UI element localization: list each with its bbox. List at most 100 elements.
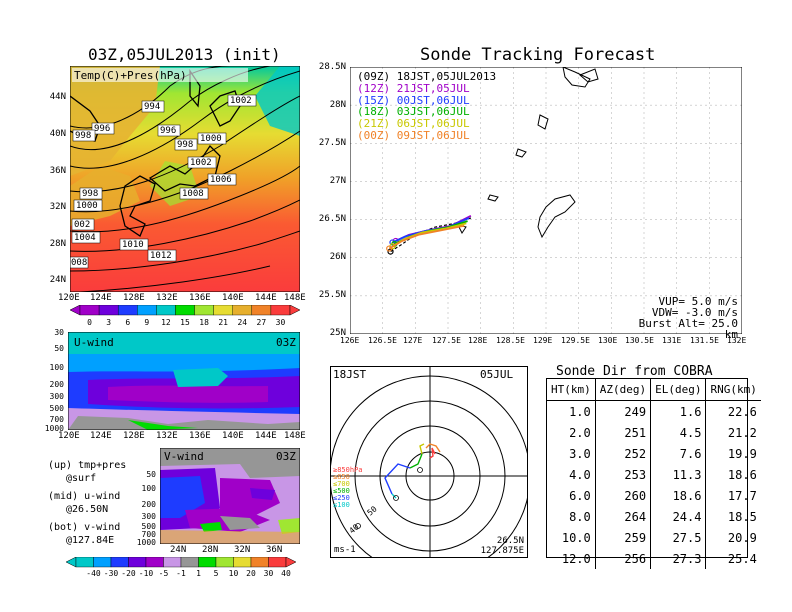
note-line: (mid) u-wind [48, 491, 121, 502]
track-legend-tag: (18Z) [357, 105, 391, 119]
table-row: 4.0 253 11.3 18.6 [547, 464, 761, 485]
track-lon-label: 128.5E [496, 336, 525, 345]
colorbar-arrow [289, 305, 300, 316]
track-legend-time: 18JST,05JUL2013 [396, 70, 497, 83]
uwind-lon-label: 140E [222, 431, 244, 441]
track-title: Sonde Tracking Forecast [420, 45, 656, 65]
cell-height: 3.0 [569, 446, 591, 461]
colorbar-swatch [175, 305, 195, 316]
cell-azimuth: 264 [594, 506, 651, 527]
uwind-level-label: 50 [54, 344, 64, 353]
table-header-row: HT(km) AZ(deg) EL(deg) RNG(km) [547, 379, 761, 401]
sonde-table-title: Sonde Dir from COBRA [556, 364, 713, 379]
cell-height: 8.0 [569, 509, 591, 524]
uwind-level-label: 30 [54, 328, 64, 337]
colorbar-swatch [180, 557, 199, 568]
sonde-track-map [350, 67, 742, 334]
colorbar-swatch [79, 305, 100, 316]
lon-tick-label: 128E [123, 293, 145, 303]
vwind-level-label: 100 [141, 484, 156, 493]
lon-tick-label: 120E [58, 293, 80, 303]
uwind-level-label: 100 [49, 363, 64, 372]
cell-height: 1.0 [569, 404, 591, 419]
colorbar-arrow [70, 305, 81, 316]
cell-range: 18.6 [705, 464, 761, 485]
track-lat-label: 26N [329, 252, 346, 262]
panel-notes: (up) tmp+pres @surf (mid) u-wind @26.50N… [48, 459, 160, 547]
pressure-label: 1002 [230, 96, 252, 106]
colorbar-tick-label: 40 [281, 569, 291, 577]
colorbar-tick-label: 12 [161, 318, 171, 327]
map-title: 03Z,05JUL2013 (init) [88, 45, 281, 64]
track-legend-tag: (09Z) [357, 70, 391, 83]
note-line: @surf [66, 473, 97, 484]
map-layer-label: Temp(C)+Pres(hPa) [74, 69, 187, 82]
note-line: @127.84E [66, 535, 115, 546]
colorbar-swatch [250, 557, 269, 568]
colorbar-swatch [268, 557, 287, 568]
table-row: 2.0 251 4.5 21.2 [547, 422, 761, 443]
pressure-label: 998 [177, 140, 193, 150]
cell-elevation: 4.5 [650, 422, 706, 443]
track-legend-entry: (09Z) 18JST,05JUL2013 [357, 71, 496, 83]
colorbar-swatch [93, 557, 112, 568]
track-legend-entry: (21Z) 06JST,06JUL [357, 118, 496, 130]
pressure-label: 998 [75, 131, 91, 141]
cell-azimuth: 249 [594, 400, 651, 422]
table-row: 1.0 249 1.6 22.6 [547, 400, 761, 422]
cell-range: 17.7 [705, 485, 761, 506]
colorbar-tick-label: 10 [229, 569, 239, 577]
colorbar-swatch [163, 557, 182, 568]
uwind-lon-label: 120E [58, 431, 80, 441]
lat-tick-label: 24N [49, 275, 66, 285]
vwind-level-label: 200 [141, 500, 156, 509]
vdw-text: VDW= -3.0 m/s [651, 306, 738, 319]
table-row: 8.0 264 24.4 18.5 [547, 506, 761, 527]
okinawa-coast [537, 194, 576, 239]
uwind-level-label: 200 [49, 380, 64, 389]
colorbar-tick-label: -20 [121, 569, 136, 577]
colorbar-tick-label: 9 [144, 318, 149, 327]
lon-tick-label: 140E [222, 293, 244, 303]
cell-azimuth: 259 [594, 527, 651, 548]
hodo-level-label: ≤850 [333, 473, 350, 481]
sonde-table: HT(km) AZ(deg) EL(deg) RNG(km) 1.0 249 1.6… [546, 378, 761, 569]
track-legend-time: 06JST,06JUL [396, 117, 470, 131]
pressure-label: 1000 [200, 134, 222, 144]
track-lat-label: 25N [329, 328, 346, 338]
track-legend-time: 09JST,06JUL [396, 128, 470, 142]
lat-tick-label: 44N [49, 92, 66, 102]
vwind-lat-label: 32N [234, 545, 251, 555]
cell-range: 22.6 [705, 400, 761, 422]
colorbar-swatch [145, 557, 164, 568]
pressure-label: 1006 [210, 175, 232, 185]
vwind-lat-label: 28N [202, 545, 219, 555]
vwind-lat-label: 36N [266, 545, 283, 555]
track-lat-label: 28.5N [318, 62, 346, 72]
hodo-level-label: ≤700 [333, 480, 350, 488]
track-lon-label: 130.5E [625, 336, 654, 345]
cell-range: 20.9 [705, 527, 761, 548]
vwind-label: V-wind [164, 450, 204, 463]
uwind-section: U-wind 03Z [68, 332, 300, 430]
pressure-label: 002 [74, 220, 90, 230]
uwind-lon-label: 132E [156, 431, 178, 441]
colorbar-tick-label: 5 [214, 569, 219, 577]
colorbar-swatch [270, 305, 291, 316]
pressure-label: 994 [144, 102, 160, 112]
track-lon-label: 127.5E [432, 336, 461, 345]
hodo-lon: 127.875E [481, 546, 524, 556]
cell-height: 2.0 [569, 425, 591, 440]
colorbar-tick-label: 1 [196, 569, 201, 577]
colorbar-swatch [137, 305, 157, 316]
table-row: 10.0 259 27.5 20.9 [547, 527, 761, 548]
colorbar-tick-label: -1 [176, 569, 186, 577]
cell-azimuth: 251 [594, 422, 651, 443]
uwind-label: U-wind [74, 336, 114, 349]
lon-tick-label: 148E [284, 293, 306, 303]
cell-range: 18.5 [705, 506, 761, 527]
note-line: (up) tmp+pres [48, 460, 127, 471]
track-legend-entry: (18Z) 03JST,06JUL [357, 106, 496, 118]
cell-azimuth: 260 [594, 485, 651, 506]
pressure-label: 998 [82, 189, 98, 199]
